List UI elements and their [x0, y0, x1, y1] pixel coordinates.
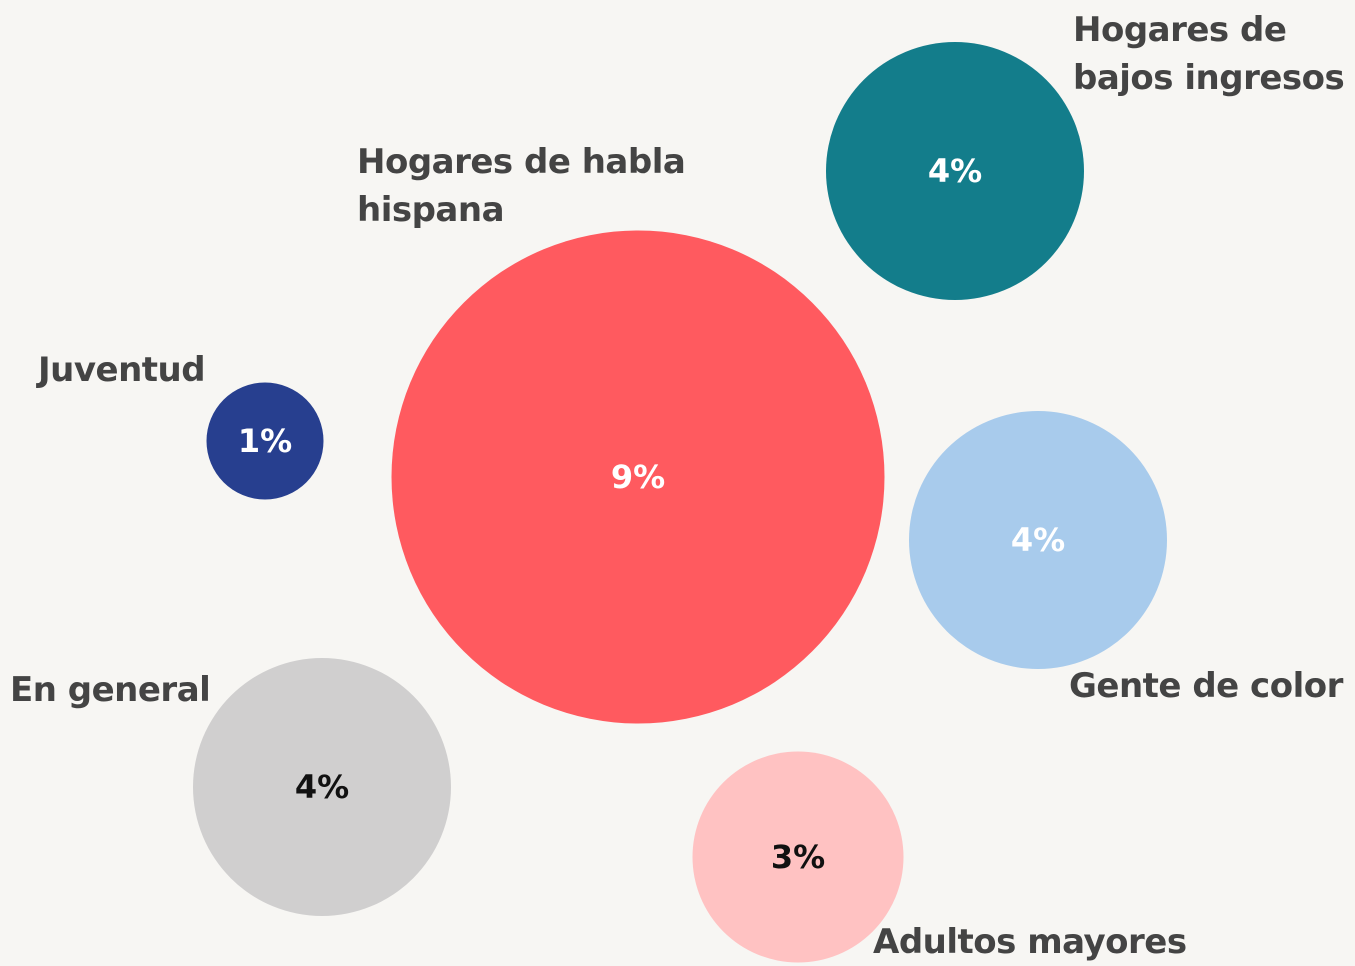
value-label: 4%: [928, 152, 982, 190]
value-label: 9%: [611, 458, 665, 496]
value-label: 4%: [295, 768, 349, 806]
value-label: 3%: [771, 838, 825, 876]
bubble: [909, 411, 1167, 669]
bubble: [692, 751, 904, 963]
bubble: [826, 42, 1084, 300]
category-label: Hogares de habla hispana: [357, 142, 686, 230]
category-label: Hogares de bajos ingresos: [1073, 10, 1345, 98]
value-label: 1%: [238, 422, 292, 460]
bubble: [193, 658, 451, 916]
category-label: Gente de color: [1069, 666, 1343, 706]
value-label: 4%: [1011, 521, 1065, 559]
bubble: [206, 382, 324, 500]
category-label: Adultos mayores: [873, 922, 1187, 962]
bubble: [391, 230, 885, 724]
category-label: En general: [10, 670, 211, 710]
category-label: Juventud: [38, 350, 206, 390]
